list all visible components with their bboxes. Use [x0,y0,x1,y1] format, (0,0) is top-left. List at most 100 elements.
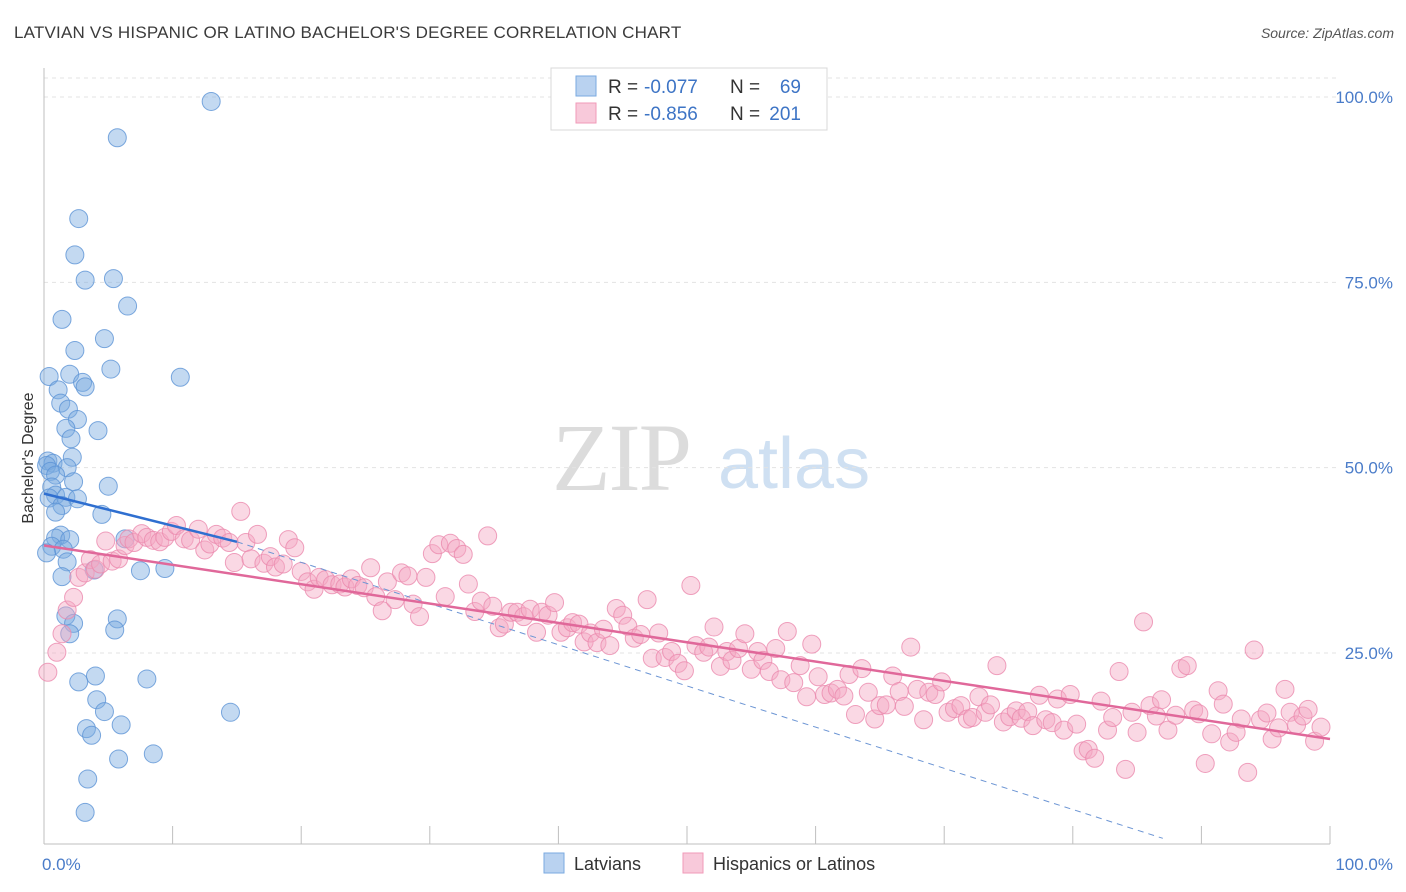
y-axis-label: Bachelor's Degree [20,392,37,523]
legend-n-label-hispanics: N = [730,104,760,125]
chart-source: Source: ZipAtlas.com [1261,25,1394,41]
latvian-point-28 [40,461,60,481]
hispanic-point-206 [1298,699,1318,719]
hispanic-point-16 [132,524,152,544]
latvian-point-17 [51,393,71,413]
hispanic-point-154 [980,695,1000,715]
latvian-point-8 [94,329,114,349]
legend-r-value-latvians: -0.077 [644,77,698,98]
series-latvians [37,91,240,822]
bottom-legend-latvians: Latvians [574,854,641,874]
hispanic-point-155 [987,656,1007,676]
legend-r-label-hispanics: R = [608,104,638,125]
hispanic-point-39 [273,554,293,574]
legend-box [550,67,828,131]
latvian-point-22 [61,429,81,449]
latvian-point-20 [56,418,76,438]
trend-line-latvians-extension [236,541,1163,839]
y-tick-labels: 25.0% 50.0% 75.0% 100.0% [1335,88,1393,663]
latvian-point-66 [143,744,163,764]
hispanic-point-124 [797,687,817,707]
hispanic-point-201 [1269,718,1289,738]
hispanic-point-174 [1103,707,1123,727]
hispanic-point-173 [1098,720,1118,740]
hispanic-point-164 [1042,713,1062,733]
hispanic-point-65 [435,587,455,607]
hispanic-point-10 [96,531,116,551]
hispanic-point-103 [668,653,688,673]
hispanic-point-59 [398,566,418,586]
latvian-point-38 [46,502,66,522]
latvian-point-56 [105,620,125,640]
hispanic-point-55 [372,601,392,621]
legend-r-label-latvians: R = [608,77,638,98]
chart-title: LATVIAN VS HISPANIC OR LATINO BACHELOR'S… [14,23,681,42]
hispanic-point-142 [907,679,927,699]
legend-n-label-latvians: N = [730,77,760,98]
bottom-legend-swatch-hispanics [682,852,704,874]
hispanic-point-32 [231,501,251,521]
hispanic-point-140 [894,696,914,716]
latvian-point-59 [137,669,157,689]
latvian-point-65 [111,715,131,735]
hispanic-point-26 [195,540,215,560]
latvian-point-21 [88,421,108,441]
latvian-point-32 [98,476,118,496]
hispanic-point-31 [224,553,244,573]
latvian-point-3 [65,245,85,265]
hispanic-point-161 [1023,716,1043,736]
latvian-point-51 [52,567,72,587]
hispanic-point-119 [766,639,786,659]
trend-layer [43,492,1331,839]
top-legend: R = -0.077 N = 69 R = -0.856 N = 201 [550,67,828,131]
latvian-point-14 [170,367,190,387]
hispanic-point-109 [704,617,724,637]
legend-swatch-latvians [575,75,597,97]
latvian-point-67 [109,749,129,769]
latvian-point-52 [56,606,76,626]
hispanic-point-183 [1158,720,1178,740]
hispanic-point-94 [613,605,633,625]
latvian-point-63 [76,719,96,739]
hispanic-point-73 [483,596,503,616]
hispanic-point-34 [241,549,261,569]
hispanic-point-166 [1054,720,1074,740]
hispanic-point-41 [285,538,305,558]
latvian-point-57 [85,666,105,686]
hispanic-point-156 [993,712,1013,732]
hispanic-point-160 [1018,702,1038,722]
hispanic-point-114 [735,624,755,644]
hispanic-point-80 [527,622,547,642]
latvian-point-29 [46,465,66,485]
y-tick-label-25: 25.0% [1345,644,1393,663]
hispanic-point-74 [489,618,509,638]
watermark-zip: ZIP [552,404,690,511]
hispanic-point-117 [753,650,773,670]
hispanic-point-35 [247,524,267,544]
hispanic-point-126 [808,667,828,687]
hispanic-point-105 [681,576,701,596]
hispanic-point-190 [1202,724,1222,744]
hispanic-point-189 [1195,753,1215,773]
latvian-point-5 [103,269,123,289]
latvian-point-60 [87,690,107,710]
latvian-point-55 [60,624,80,644]
hispanic-point-107 [694,642,714,662]
hispanic-point-172 [1091,691,1111,711]
hispanic-point-83 [545,593,565,613]
hispanic-point-192 [1213,694,1233,714]
hispanic-point-141 [901,637,921,657]
hispanic-point-205 [1293,706,1313,726]
hispanic-point-145 [925,685,945,705]
hispanic-point-182 [1152,690,1172,710]
bottom-legend-hispanics: Hispanics or Latinos [713,854,875,874]
latvian-point-6 [118,296,138,316]
y-tick-label-100: 100.0% [1335,88,1393,107]
latvian-point-47 [57,552,77,572]
hispanic-point-1 [47,642,67,662]
hispanic-point-4 [64,587,84,607]
latvian-point-54 [107,609,127,629]
latvian-point-46 [37,543,57,563]
trend-line-hispanics [43,544,1331,741]
hispanic-point-125 [802,634,822,654]
